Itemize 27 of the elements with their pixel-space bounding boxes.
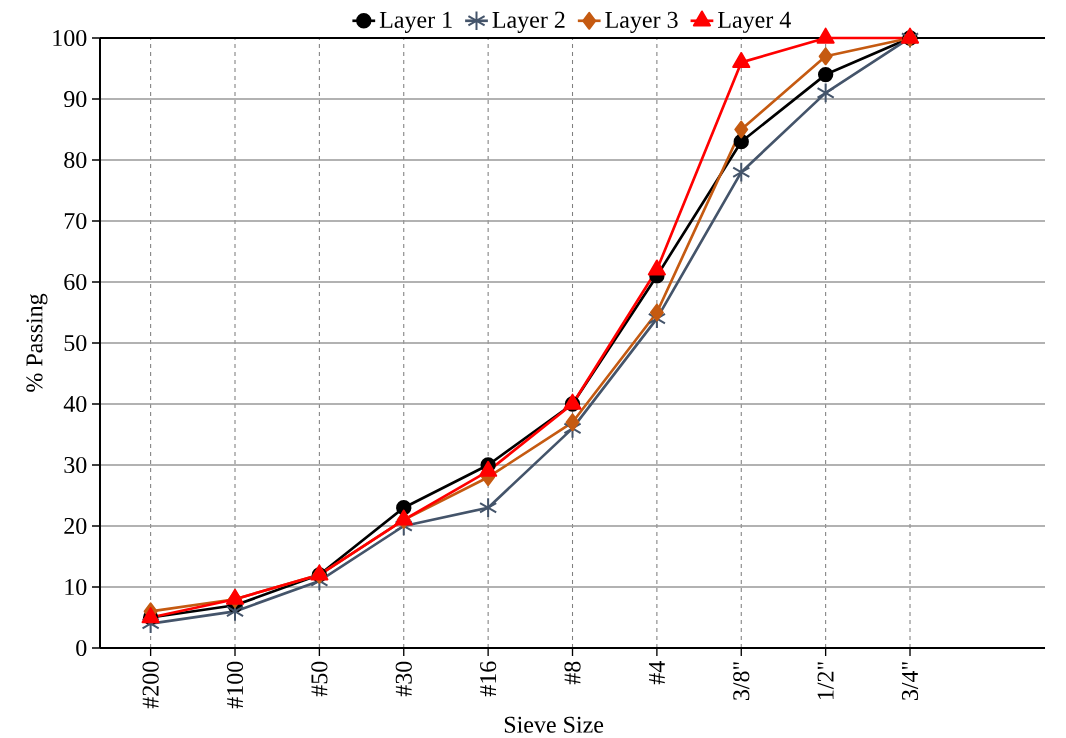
x-tick-label: #30	[395, 661, 412, 697]
x-tick-label: #4	[648, 661, 665, 685]
x-tick-label: #50	[311, 661, 328, 697]
x-tick-label: #8	[564, 661, 581, 685]
y-axis-title: % Passing	[26, 293, 48, 392]
x-tick-label: 3/4"	[901, 662, 919, 701]
y-tick-label: 40	[63, 395, 87, 413]
x-axis-title: Sieve Size	[504, 716, 604, 733]
legend-label: Layer 4	[718, 11, 791, 33]
legend-label: Layer 3	[605, 11, 678, 33]
y-tick-label: 10	[65, 578, 87, 596]
y-tick-label: 0	[76, 639, 87, 657]
x-tick-label: 1/2"	[817, 662, 834, 700]
x-tick-label: #200	[142, 661, 159, 709]
y-tick-label: 30	[64, 456, 87, 474]
legend-label: Layer 1	[379, 11, 452, 33]
y-tick-label: 70	[64, 212, 87, 230]
y-tick-label: 90	[64, 90, 87, 108]
legend-label: Layer 2	[492, 11, 565, 33]
x-tick-label: #16	[480, 661, 497, 697]
y-tick-label: 60	[64, 273, 87, 291]
x-tick-label: 3/8"	[733, 662, 750, 701]
y-tick-label: 20	[64, 517, 87, 535]
y-tick-label: 50	[64, 334, 87, 352]
y-tick-label: 80	[64, 151, 87, 169]
y-tick-label: 100	[53, 29, 87, 47]
x-tick-label: #100	[226, 661, 244, 709]
